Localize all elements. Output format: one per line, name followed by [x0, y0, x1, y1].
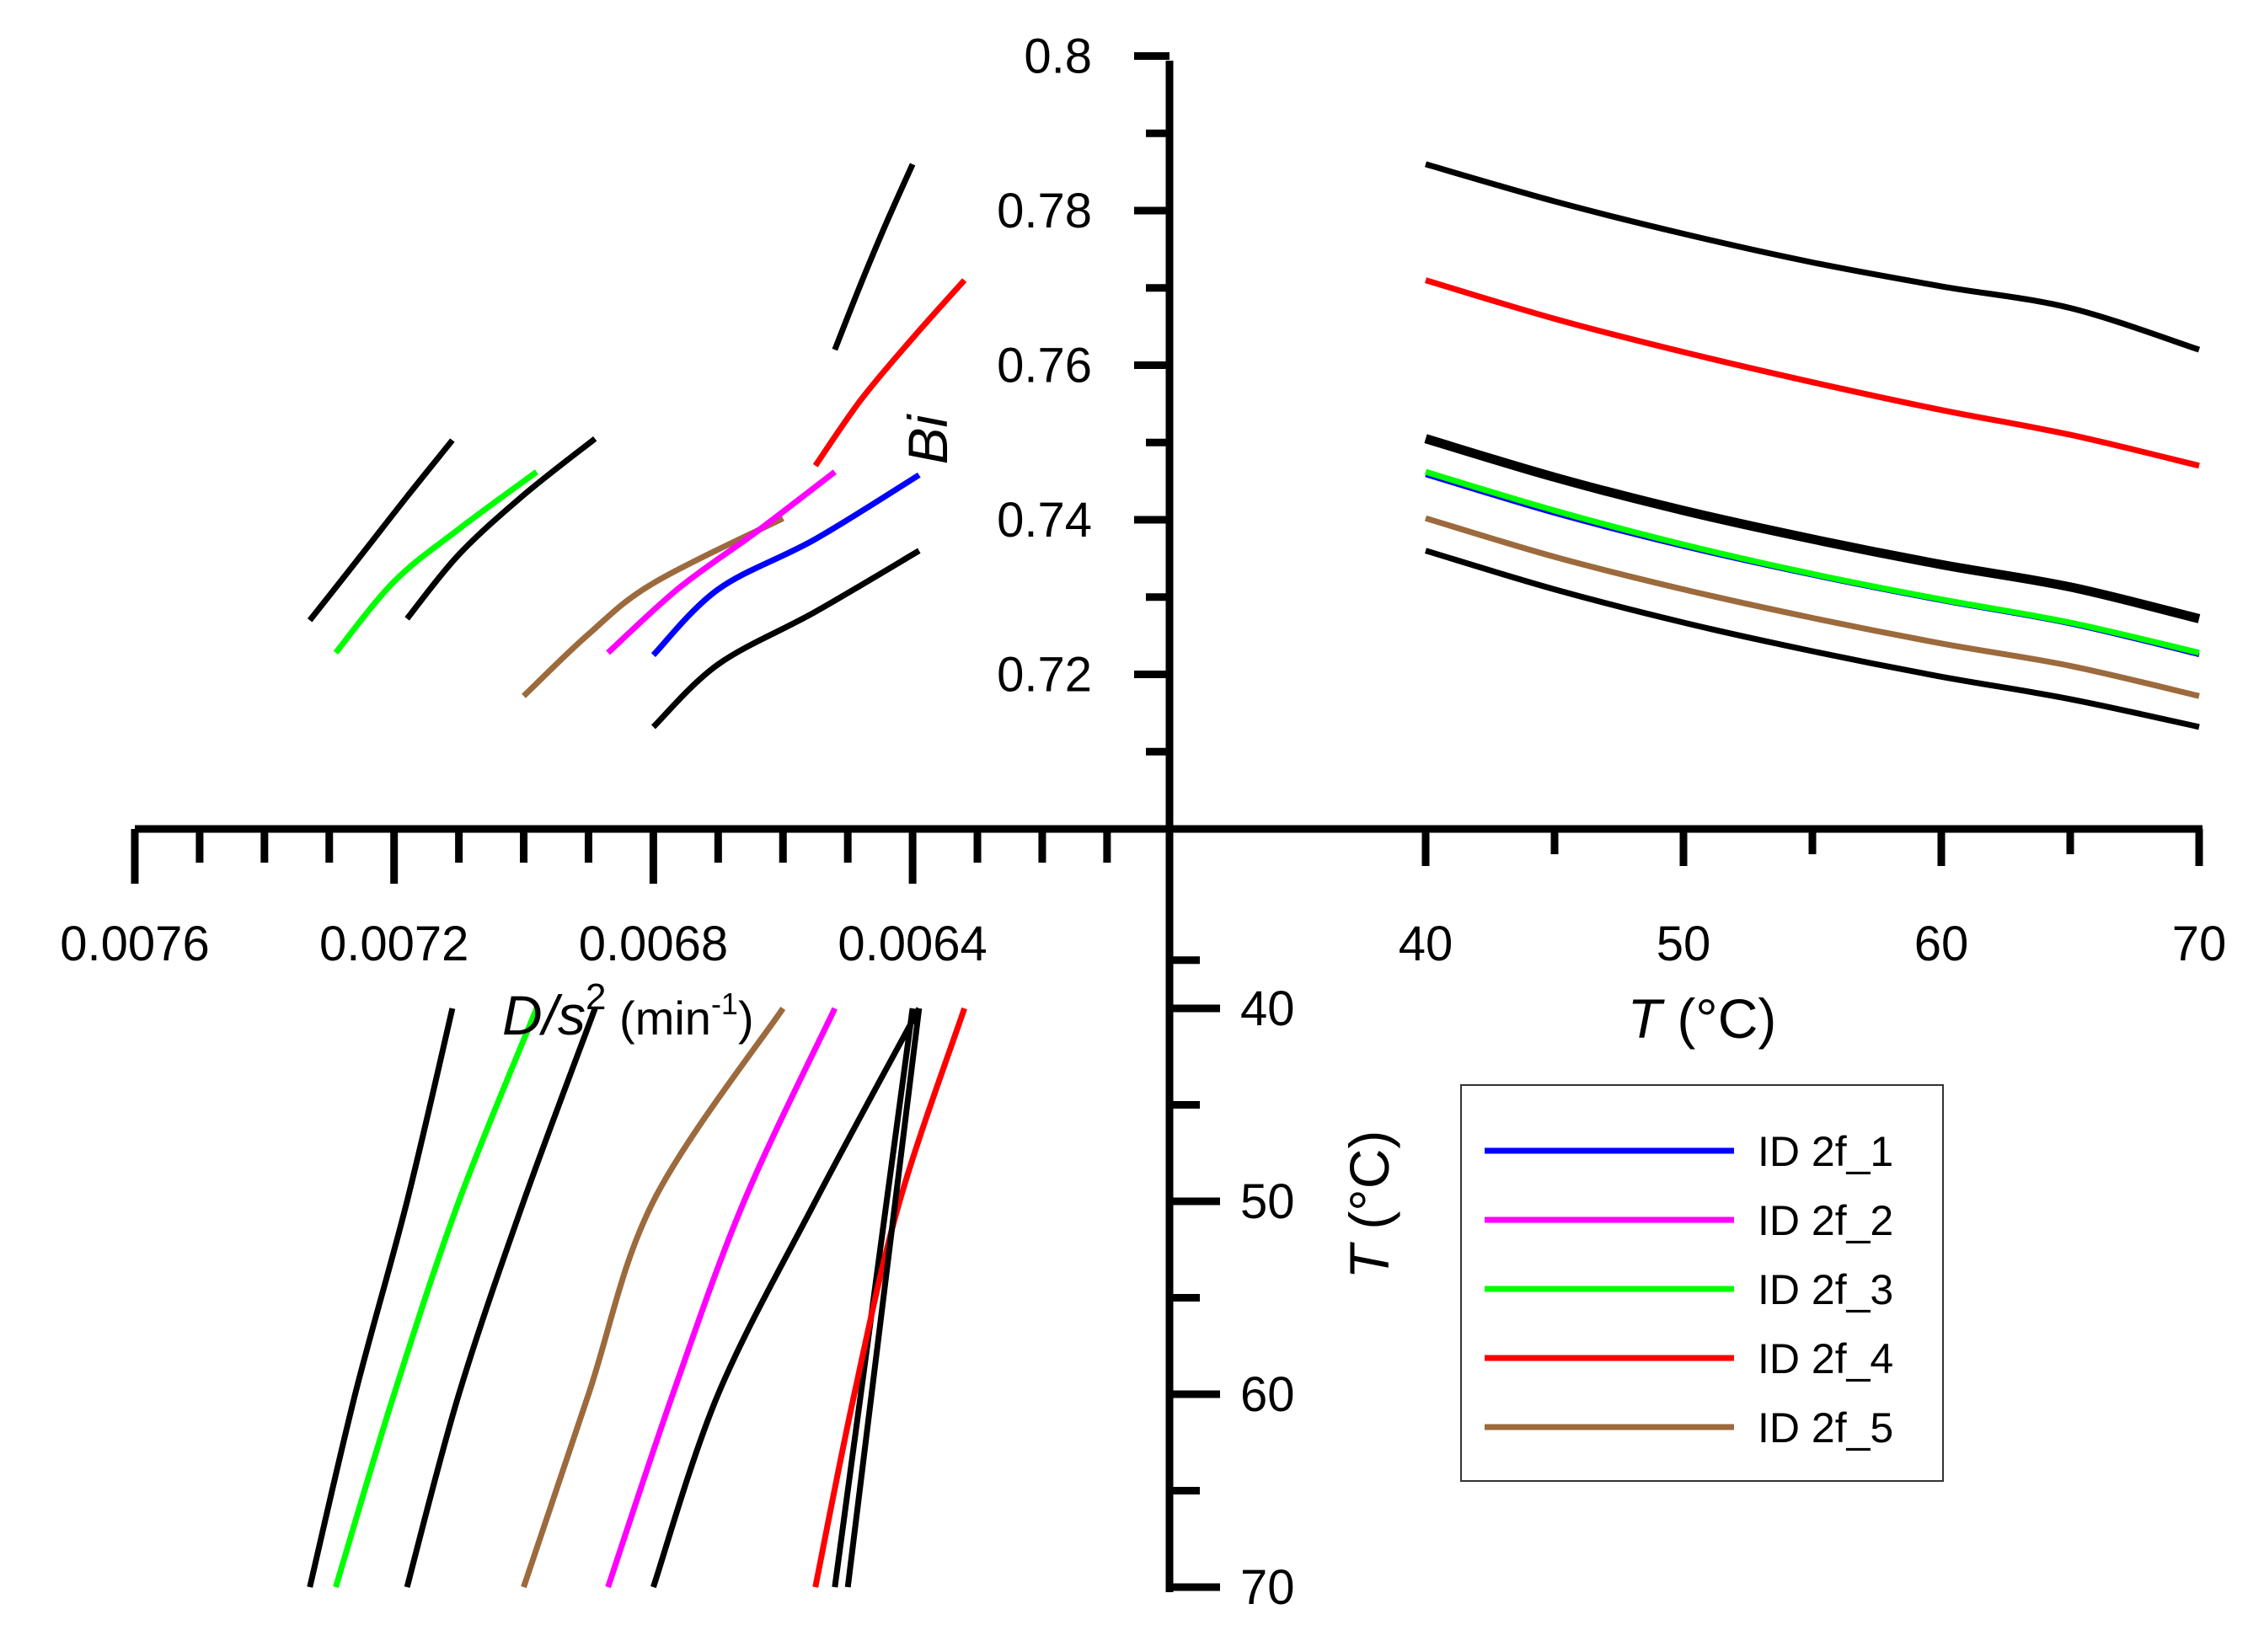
curve-t-vs-ds2-5	[650, 1007, 922, 1589]
data-curves	[307, 161, 2201, 1589]
axes	[131, 52, 2203, 1592]
curve-t-vs-ds2-8	[844, 1008, 923, 1588]
ds2-tick-label: 0.0076	[60, 917, 209, 971]
t-down-title-italic: T	[1338, 1241, 1400, 1279]
bi-axis-title: Bi	[897, 413, 959, 464]
curve-bi-vs-t-4	[1424, 468, 2200, 656]
curve-bi-vs-ds2-7	[812, 278, 967, 468]
ds2-axis-title: D/s2 (min-1)	[502, 976, 754, 1046]
t-right-title-italic: T	[1628, 987, 1666, 1050]
curve-bi-vs-ds2-1	[333, 469, 538, 655]
curve-t-vs-ds2-7	[812, 1007, 967, 1588]
t-down-tick-label: 50	[1240, 1174, 1295, 1229]
curve-bi-vs-t-5	[1425, 515, 2200, 699]
ds2-title-sup2: -1	[711, 986, 738, 1021]
curve-bi-vs-ds2-8	[832, 163, 916, 351]
curve-t-vs-ds2-3	[521, 1007, 786, 1589]
t-right-axis-title: T (°C)	[1628, 987, 1777, 1050]
legend-label-1: ID 2f_1	[1758, 1128, 1893, 1175]
curve-bi-vs-ds2-2	[404, 436, 597, 621]
ds2-title-unit: (min	[606, 992, 710, 1045]
bi-tick-label: 0.78	[997, 184, 1092, 238]
t-right-title-unit: (°C)	[1662, 987, 1776, 1050]
curve-t-vs-ds2-0	[307, 1008, 456, 1588]
axis-labels: 0.72 0.74 0.76 0.78 0.8 40 50 60 70 0.0076 0.0072 0…	[60, 29, 2226, 1616]
curve-bi-vs-ds2-0	[307, 438, 455, 623]
curve-bi-vs-ds2-5	[650, 472, 921, 658]
legend-label-4: ID 2f_4	[1758, 1335, 1893, 1382]
curve-t-vs-ds2-1	[333, 1007, 540, 1589]
curve-bi-vs-t-2	[1424, 434, 2201, 623]
curve-bi-vs-t-1	[1425, 277, 2200, 469]
t-down-title-unit: (°C)	[1338, 1131, 1400, 1245]
curve-t-vs-ds2-2	[404, 1007, 598, 1588]
t-right-tick-label: 40	[1399, 917, 1453, 971]
t-down-axis-title: T (°C)	[1338, 1131, 1400, 1280]
ds2-tick-label: 0.0072	[319, 917, 468, 971]
t-right-tick-label: 70	[2172, 917, 2227, 971]
t-down-tick-label: 40	[1240, 981, 1295, 1036]
curve-bi-vs-ds2-4	[606, 469, 837, 655]
legend-label-5: ID 2f_5	[1758, 1404, 1893, 1452]
t-right-tick-label: 50	[1657, 917, 1711, 971]
curve-bi-vs-ds2-3	[522, 516, 784, 698]
bi-tick-label: 0.8	[1024, 29, 1092, 84]
curve-bi-vs-t-0	[1425, 161, 2201, 353]
ds2-title-close: )	[738, 992, 754, 1045]
t-down-tick-label: 60	[1240, 1367, 1295, 1422]
t-right-tick-label: 60	[1914, 917, 1969, 971]
ds2-title-italic: D/s	[502, 984, 586, 1046]
bi-tick-label: 0.74	[997, 493, 1092, 548]
bi-tick-label: 0.72	[997, 648, 1092, 703]
legend-label-3: ID 2f_3	[1758, 1266, 1893, 1313]
ds2-title-sup: 2	[586, 976, 606, 1018]
legend: ID 2f_1 ID 2f_2 ID 2f_3 ID 2f_4 ID 2f_5	[1460, 1084, 1944, 1482]
curve-bi-vs-t-6	[1425, 548, 2200, 730]
curve-bi-vs-ds2-6	[650, 548, 921, 730]
curve-t-vs-ds2-4	[605, 1007, 838, 1589]
legend-label-2: ID 2f_2	[1758, 1197, 1893, 1244]
ds2-tick-label: 0.0064	[838, 917, 987, 971]
ds2-tick-label: 0.0068	[579, 917, 728, 971]
bi-tick-label: 0.76	[997, 339, 1092, 393]
t-down-tick-label: 70	[1240, 1560, 1295, 1615]
